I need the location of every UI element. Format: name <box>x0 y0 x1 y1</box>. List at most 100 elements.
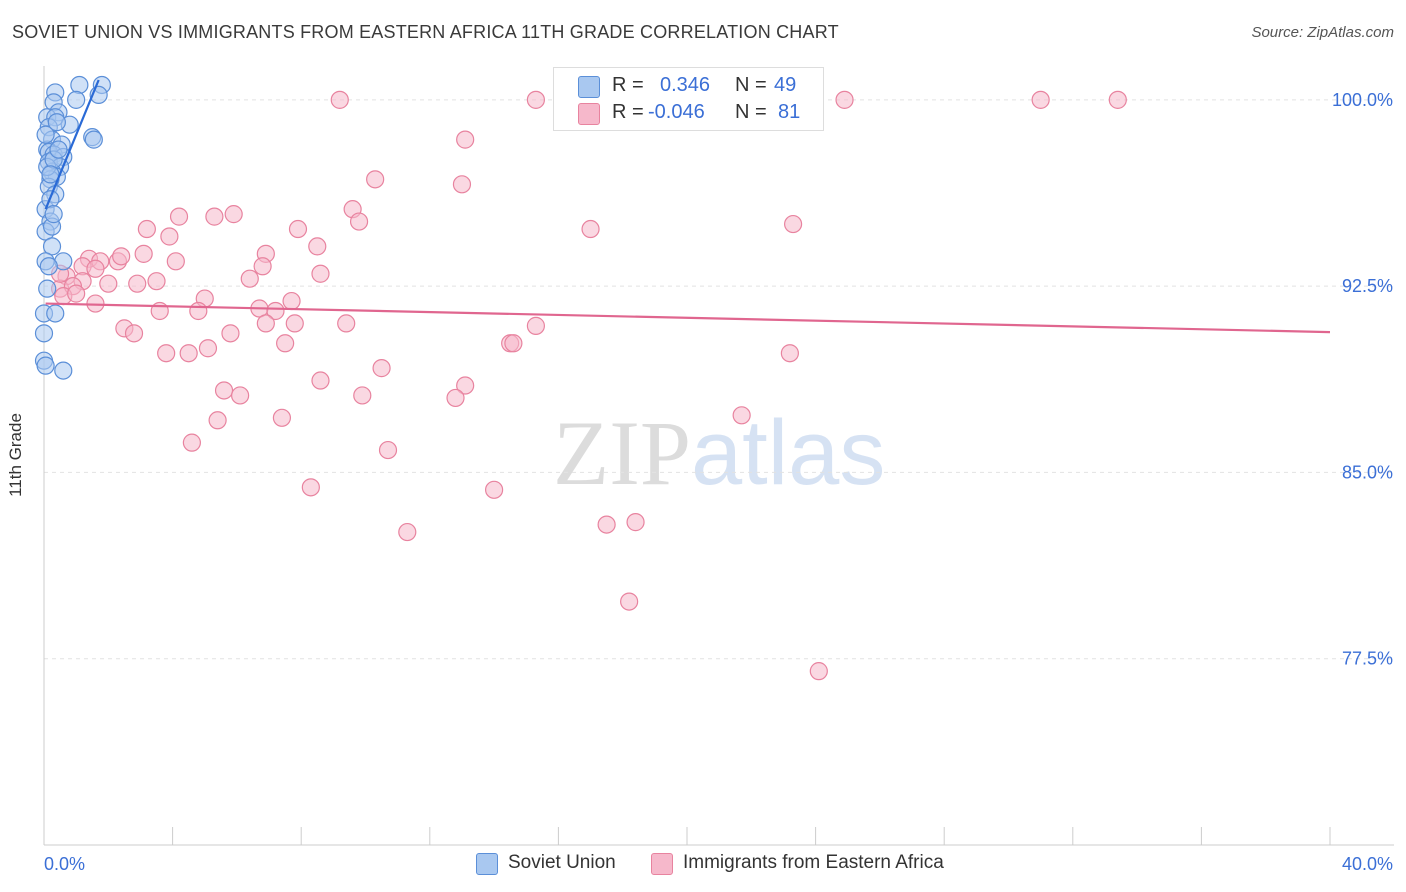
correlation-legend: R = 0.346 N = 49 R = -0.046 N = 81 <box>553 67 824 131</box>
eastern-africa-point <box>124 324 144 343</box>
eastern-africa-point <box>285 314 304 333</box>
eastern-africa-point <box>147 272 166 291</box>
eastern-africa-point <box>620 592 639 611</box>
soviet-union-point <box>70 75 89 95</box>
watermark-zip: ZIP <box>553 402 691 504</box>
eastern-africa-point <box>231 386 250 405</box>
eastern-africa-point <box>581 219 600 239</box>
eastern-africa-point <box>732 406 751 425</box>
eastern-africa-point <box>311 371 330 390</box>
eastern-africa-point <box>134 244 153 263</box>
legend-r-value: -0.046 <box>648 101 705 123</box>
eastern-africa-point <box>179 344 198 363</box>
legend-swatch-blue <box>578 76 600 98</box>
eastern-africa-point <box>446 388 465 408</box>
eastern-africa-point <box>137 219 156 239</box>
eastern-africa-point <box>626 513 645 532</box>
soviet-union-point <box>84 130 103 149</box>
legend-r-label: R = <box>612 101 644 123</box>
bottom-legend-label: Immigrants from Eastern Africa <box>683 852 944 873</box>
watermark-atlas: atlas <box>691 402 886 504</box>
eastern-africa-point <box>198 339 218 358</box>
y-tick-label: 100.0% <box>1332 90 1393 110</box>
y-tick-label: 77.5% <box>1342 649 1393 669</box>
eastern-africa-point <box>485 480 504 499</box>
eastern-africa-point <box>282 291 301 311</box>
eastern-africa-point <box>99 274 118 293</box>
watermark: ZIPatlas <box>553 400 885 506</box>
legend-n-label: N = <box>735 74 767 96</box>
eastern-africa-point <box>256 314 275 333</box>
eastern-africa-point <box>311 264 330 283</box>
eastern-africa-point <box>308 237 327 256</box>
legend-r-value: 0.346 <box>660 74 711 96</box>
source-label: Source: ZipAtlas.com <box>1251 24 1394 41</box>
eastern-africa-point <box>301 478 320 497</box>
bottom-legend-swatch-blue <box>476 853 498 875</box>
eastern-africa-point <box>526 316 545 335</box>
eastern-africa-point <box>330 90 349 109</box>
eastern-africa-point <box>224 205 243 224</box>
eastern-africa-point <box>157 344 176 363</box>
soviet-union-point <box>49 140 68 159</box>
eastern-africa-point <box>160 227 179 246</box>
chart-title: SOVIET UNION VS IMMIGRANTS FROM EASTERN … <box>12 22 839 42</box>
soviet-union-point <box>67 90 86 109</box>
eastern-africa-point <box>169 207 189 226</box>
legend-n-value: 49 <box>774 74 797 96</box>
eastern-africa-point <box>67 284 86 303</box>
eastern-africa-point <box>398 522 417 542</box>
eastern-africa-point <box>456 376 475 395</box>
soviet-union-point <box>36 125 55 144</box>
eastern-africa-point <box>86 259 105 278</box>
eastern-africa-point <box>780 344 799 363</box>
legend-r-label: R = <box>612 74 644 96</box>
eastern-africa-point <box>166 252 185 271</box>
eastern-africa-point <box>526 90 545 109</box>
soviet-union-point <box>54 361 73 380</box>
eastern-africa-point <box>240 269 259 288</box>
eastern-africa-point <box>835 90 854 109</box>
eastern-africa-point <box>456 130 475 149</box>
eastern-africa-point <box>189 301 208 321</box>
eastern-africa-point <box>372 359 391 378</box>
eastern-africa-point <box>288 219 308 239</box>
y-tick-label: 85.0% <box>1342 462 1393 482</box>
eastern-africa-point <box>1031 90 1050 109</box>
eastern-africa-point <box>205 207 224 226</box>
eastern-africa-point <box>208 411 227 430</box>
eastern-africa-point <box>809 662 828 681</box>
eastern-africa-point <box>221 324 240 343</box>
eastern-africa-point <box>182 433 201 452</box>
bottom-legend-label: Soviet Union <box>508 852 616 873</box>
eastern-africa-point <box>504 334 523 353</box>
soviet-union-point <box>38 279 57 298</box>
eastern-africa-point <box>253 257 272 276</box>
soviet-union-trendline <box>44 79 100 210</box>
eastern-africa-point <box>1108 90 1127 109</box>
x-tick-label: 40.0% <box>1342 854 1393 874</box>
eastern-africa-point <box>597 515 616 534</box>
y-tick-label: 92.5% <box>1342 276 1393 296</box>
eastern-africa-point <box>353 386 372 405</box>
eastern-africa-point <box>783 214 803 234</box>
eastern-africa-point <box>337 314 356 333</box>
soviet-union-point <box>39 257 58 276</box>
eastern-africa-point <box>272 408 292 427</box>
eastern-africa-point <box>128 274 147 293</box>
bottom-legend-swatch-pink <box>651 853 673 875</box>
soviet-union-point <box>44 205 63 224</box>
soviet-union-point <box>36 356 55 375</box>
eastern-africa-trendline <box>45 302 1331 334</box>
eastern-africa-point <box>366 170 385 189</box>
soviet-union-point <box>47 113 66 132</box>
legend-swatch-pink <box>578 103 600 125</box>
eastern-africa-point <box>266 301 285 321</box>
eastern-africa-point <box>112 247 131 266</box>
eastern-africa-point <box>214 381 234 400</box>
x-tick-label: 0.0% <box>44 854 85 874</box>
eastern-africa-point <box>276 334 295 353</box>
soviet-union-point <box>34 324 54 343</box>
eastern-africa-point <box>378 440 398 460</box>
